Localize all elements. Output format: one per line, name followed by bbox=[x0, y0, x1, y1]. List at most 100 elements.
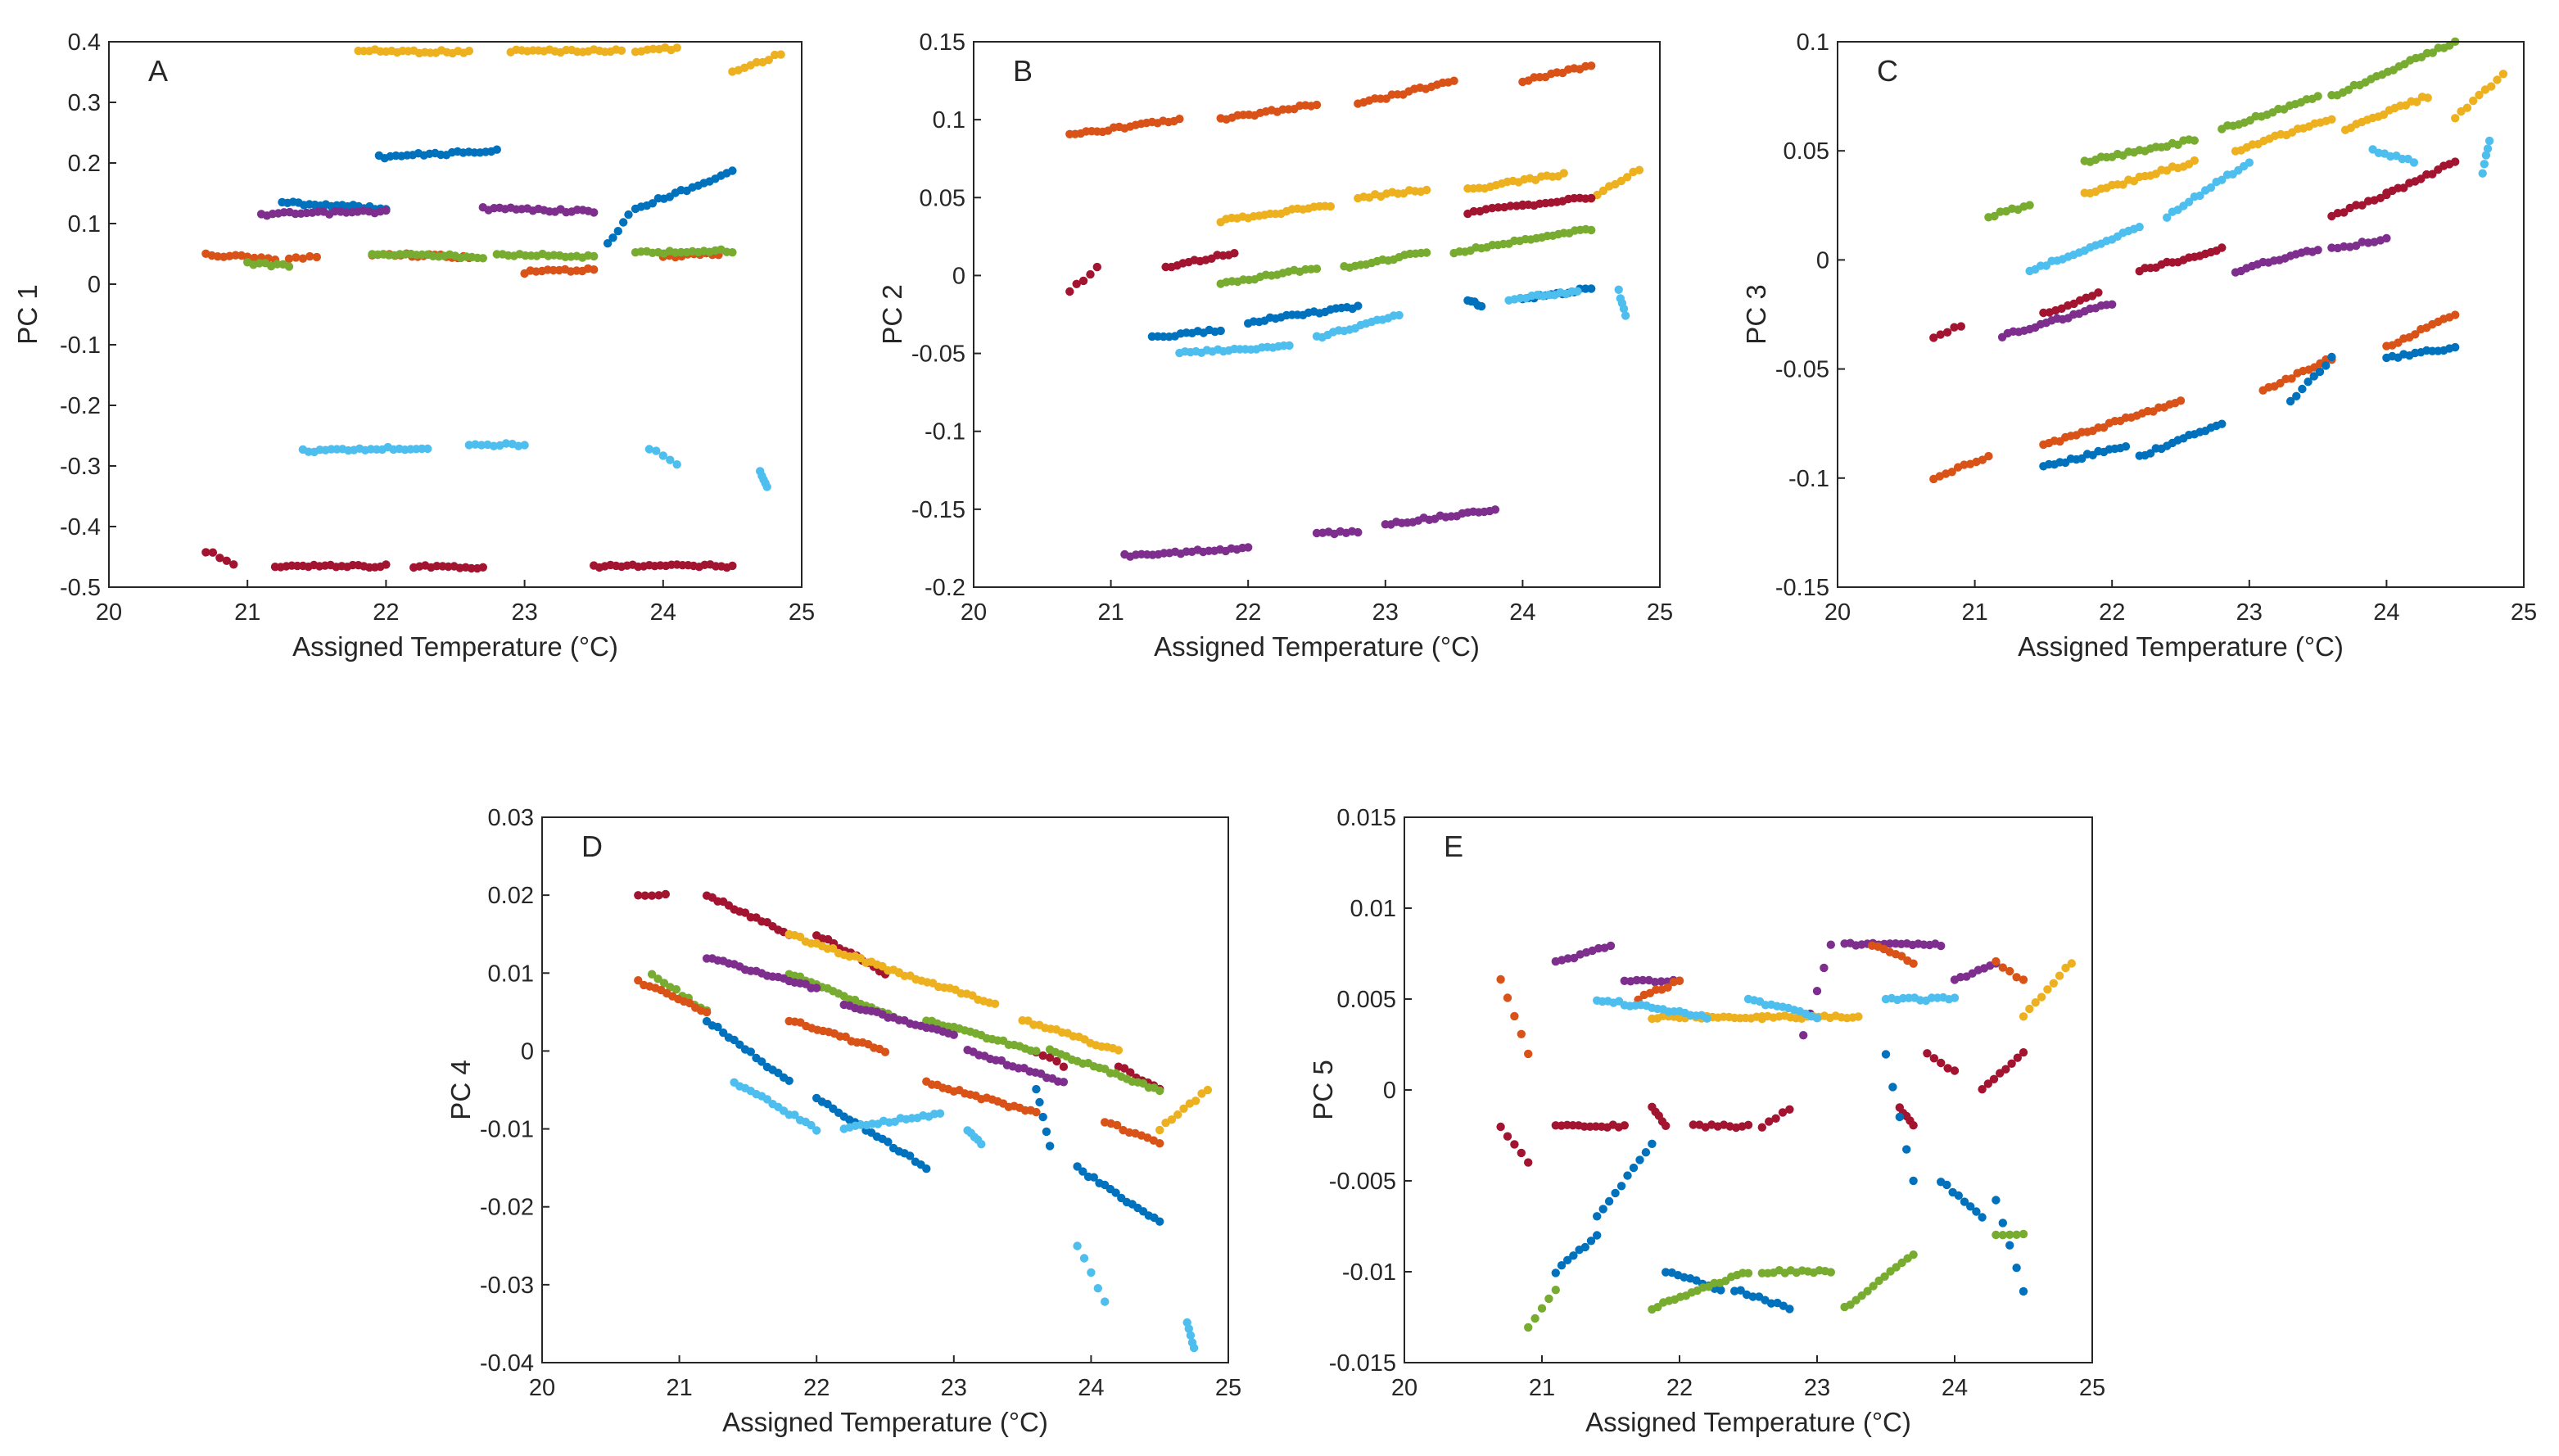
data-point bbox=[1216, 326, 1225, 336]
data-point bbox=[2327, 115, 2336, 124]
data-point bbox=[1524, 1323, 1533, 1332]
data-point bbox=[2333, 209, 2342, 218]
data-point bbox=[1179, 1104, 1188, 1114]
data-point bbox=[935, 1109, 945, 1118]
data-point bbox=[2352, 241, 2361, 251]
plot-area-frame bbox=[108, 41, 803, 588]
data-point bbox=[201, 548, 210, 557]
data-point bbox=[208, 548, 218, 557]
data-point bbox=[1778, 1108, 1788, 1117]
data-point bbox=[1072, 279, 1081, 288]
data-point bbox=[2451, 342, 2460, 352]
data-point bbox=[1854, 1012, 1863, 1021]
data-point bbox=[1573, 287, 1582, 296]
data-point bbox=[1494, 203, 1503, 212]
data-point bbox=[1909, 1250, 1918, 1259]
data-point bbox=[1517, 1148, 1526, 1158]
data-point bbox=[2313, 92, 2322, 101]
data-point bbox=[471, 440, 480, 449]
data-point bbox=[2163, 213, 2172, 222]
data-point bbox=[1662, 1121, 1671, 1131]
data-point bbox=[1203, 1085, 1213, 1095]
data-point bbox=[784, 1076, 793, 1086]
data-point bbox=[1524, 1158, 1533, 1167]
data-point bbox=[477, 441, 486, 450]
x-tick-label: 22 bbox=[1235, 599, 1261, 626]
data-point bbox=[2498, 70, 2508, 79]
data-point bbox=[1960, 1197, 1969, 1206]
data-point bbox=[1126, 1068, 1135, 1077]
data-point bbox=[2245, 158, 2254, 167]
plot-area-frame bbox=[1404, 816, 2093, 1363]
data-point bbox=[2399, 183, 2408, 192]
data-point bbox=[1422, 248, 1431, 257]
y-tick-label: 0.1 bbox=[1797, 29, 1829, 56]
data-point bbox=[2176, 396, 2186, 405]
x-tick-label: 21 bbox=[1961, 599, 1987, 626]
panel-letter: D bbox=[581, 830, 603, 863]
data-point bbox=[2451, 157, 2460, 166]
plot-area-frame bbox=[973, 41, 1661, 588]
data-point bbox=[1580, 1242, 1590, 1252]
x-axis-label: Assigned Temperature (°C) bbox=[292, 631, 618, 662]
y-tick-label: -0.15 bbox=[911, 497, 965, 523]
data-point bbox=[2025, 201, 2034, 210]
data-point bbox=[1909, 1121, 1918, 1130]
y-tick-label: -0.05 bbox=[1775, 357, 1829, 383]
data-point bbox=[2487, 82, 2496, 91]
series-b-1 bbox=[1065, 61, 1596, 138]
data-point bbox=[1619, 304, 1629, 314]
data-point bbox=[1992, 1230, 2001, 1240]
data-point bbox=[1594, 943, 1603, 953]
data-point bbox=[2118, 180, 2127, 189]
data-point bbox=[1716, 1286, 1725, 1295]
data-point bbox=[613, 227, 622, 236]
data-point bbox=[1510, 1011, 1519, 1021]
data-point bbox=[1422, 185, 1431, 195]
data-point bbox=[1244, 543, 1253, 552]
data-point bbox=[464, 47, 474, 56]
data-point bbox=[2481, 151, 2491, 160]
data-point bbox=[790, 1110, 799, 1119]
y-axis-label: PC 5 bbox=[1308, 1060, 1338, 1119]
data-point bbox=[1354, 301, 1363, 310]
data-point bbox=[1086, 269, 1095, 279]
data-point bbox=[672, 460, 681, 469]
series-a-3 bbox=[256, 203, 599, 220]
data-point bbox=[2493, 75, 2502, 84]
x-tick-label: 21 bbox=[1097, 599, 1124, 626]
series-a-1 bbox=[354, 43, 785, 76]
data-point bbox=[2001, 1065, 2010, 1074]
x-tick-label: 24 bbox=[1078, 1375, 1104, 1401]
data-point bbox=[2041, 261, 2050, 270]
data-point bbox=[1937, 1058, 1946, 1068]
data-point bbox=[1892, 1263, 1901, 1272]
data-point bbox=[2019, 1229, 2028, 1239]
data-point bbox=[1551, 1286, 1561, 1295]
data-point bbox=[1869, 1282, 1878, 1291]
data-point bbox=[2067, 959, 2076, 968]
data-point bbox=[1065, 287, 1074, 296]
data-point bbox=[1059, 1062, 1069, 1071]
data-point bbox=[1743, 1120, 1753, 1130]
data-point bbox=[1510, 1140, 1519, 1149]
data-point bbox=[1078, 1167, 1087, 1176]
data-point bbox=[2145, 449, 2155, 458]
data-point bbox=[1559, 169, 1568, 178]
data-point bbox=[1079, 1254, 1089, 1263]
x-tick-label: 25 bbox=[789, 599, 815, 626]
x-tick-label: 25 bbox=[2511, 599, 2537, 626]
data-point bbox=[2019, 975, 2028, 984]
data-point bbox=[1496, 974, 1505, 984]
y-tick-label: -0.01 bbox=[1342, 1259, 1396, 1286]
data-point bbox=[2358, 201, 2367, 210]
data-point bbox=[764, 56, 773, 65]
data-point bbox=[1799, 1031, 1808, 1040]
y-tick-label: 0.3 bbox=[68, 90, 101, 116]
data-point bbox=[702, 1007, 712, 1017]
data-point bbox=[880, 1047, 890, 1056]
data-point bbox=[2417, 174, 2426, 183]
data-point bbox=[215, 554, 224, 563]
data-point bbox=[2327, 352, 2336, 362]
data-point bbox=[1173, 1110, 1182, 1119]
